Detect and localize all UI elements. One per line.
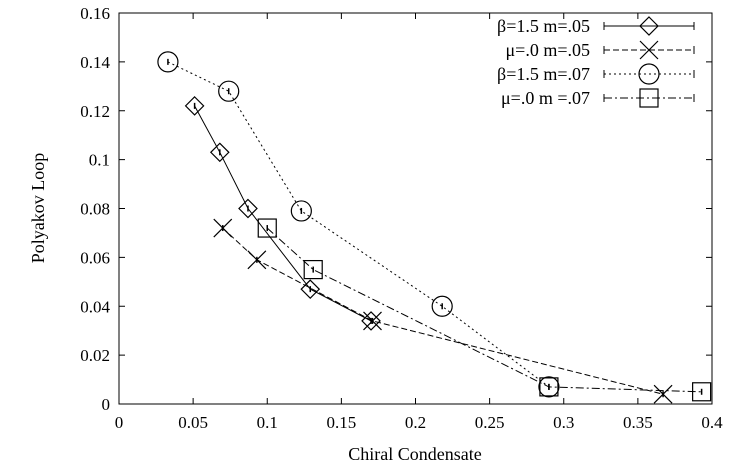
legend-label: β=1.5 m=.05 [497, 16, 590, 36]
marker-circle [431, 295, 453, 317]
marker-diamond [361, 311, 381, 331]
series-4 [257, 218, 712, 402]
y-tick-label: 0.1 [89, 151, 110, 170]
y-axis-label: Polyakov Loop [28, 153, 48, 264]
marker-cross [247, 250, 267, 270]
legend-label: μ=.0 m=.05 [506, 40, 590, 60]
y-tick-label: 0.06 [80, 248, 110, 267]
marker-square [639, 88, 659, 108]
legend-item: β=1.5 m=.07 [497, 63, 695, 85]
series-line [222, 227, 664, 395]
x-tick-label: 0.35 [623, 413, 653, 432]
series-line [194, 105, 372, 322]
marker-square [257, 218, 277, 238]
x-tick-label: 0.25 [475, 413, 505, 432]
series-1 [184, 96, 381, 331]
legend-label: β=1.5 m=.07 [497, 64, 590, 84]
x-tick-label: 0 [115, 413, 124, 432]
y-tick-label: 0.08 [80, 200, 110, 219]
legend: β=1.5 m=.05 μ=.0 m=.05 β=1.5 m=.07 μ=.0 m =… [497, 16, 695, 108]
series-3 [157, 51, 560, 398]
legend-item: μ=.0 m =.07 [501, 88, 695, 108]
y-tick-label: 0.04 [80, 297, 110, 316]
marker-circle [538, 376, 560, 398]
marker-cross [363, 311, 382, 331]
y-tick-label: 0.12 [80, 102, 110, 121]
marker-square [692, 382, 712, 402]
marker-cross [653, 384, 673, 404]
marker-cross [213, 218, 233, 238]
series-line [266, 227, 702, 393]
y-tick-label: 0.14 [80, 53, 110, 72]
marker-circle [157, 51, 179, 73]
y-tick-label: 0 [102, 395, 111, 414]
legend-label: μ=.0 m =.07 [501, 88, 590, 108]
marker-square [303, 259, 323, 280]
marker-cross [639, 40, 659, 60]
x-tick-label: 0.15 [327, 413, 357, 432]
axis-ticks [118, 12, 713, 405]
x-tick-label: 0.05 [178, 413, 208, 432]
marker-circle [290, 200, 312, 222]
y-tick-label: 0.16 [80, 4, 110, 23]
x-axis-label: Chiral Condensate [348, 444, 481, 464]
marker-diamond [238, 198, 258, 219]
marker-circle [218, 80, 240, 102]
marker-diamond [639, 16, 659, 36]
x-tick-label: 0.4 [701, 413, 723, 432]
legend-item: β=1.5 m=.05 [497, 16, 695, 36]
x-tick-label: 0.1 [257, 413, 278, 432]
series-group [157, 51, 712, 404]
y-tick-label: 0.02 [80, 346, 110, 365]
series-2 [213, 218, 673, 404]
marker-diamond [209, 142, 230, 163]
legend-item: μ=.0 m=.05 [506, 40, 695, 60]
marker-circle [638, 63, 660, 85]
plot-frame [118, 12, 713, 405]
tick-labels: 0 0.05 0.1 0.15 0.2 0.25 0.3 0.35 0.4 0 0.02 0.04 0.… [80, 4, 723, 432]
series-line [167, 61, 550, 388]
x-tick-label: 0.2 [405, 413, 426, 432]
marker-diamond [184, 96, 205, 116]
marker-diamond [300, 279, 321, 299]
x-tick-label: 0.3 [553, 413, 574, 432]
marker-square [539, 377, 559, 397]
